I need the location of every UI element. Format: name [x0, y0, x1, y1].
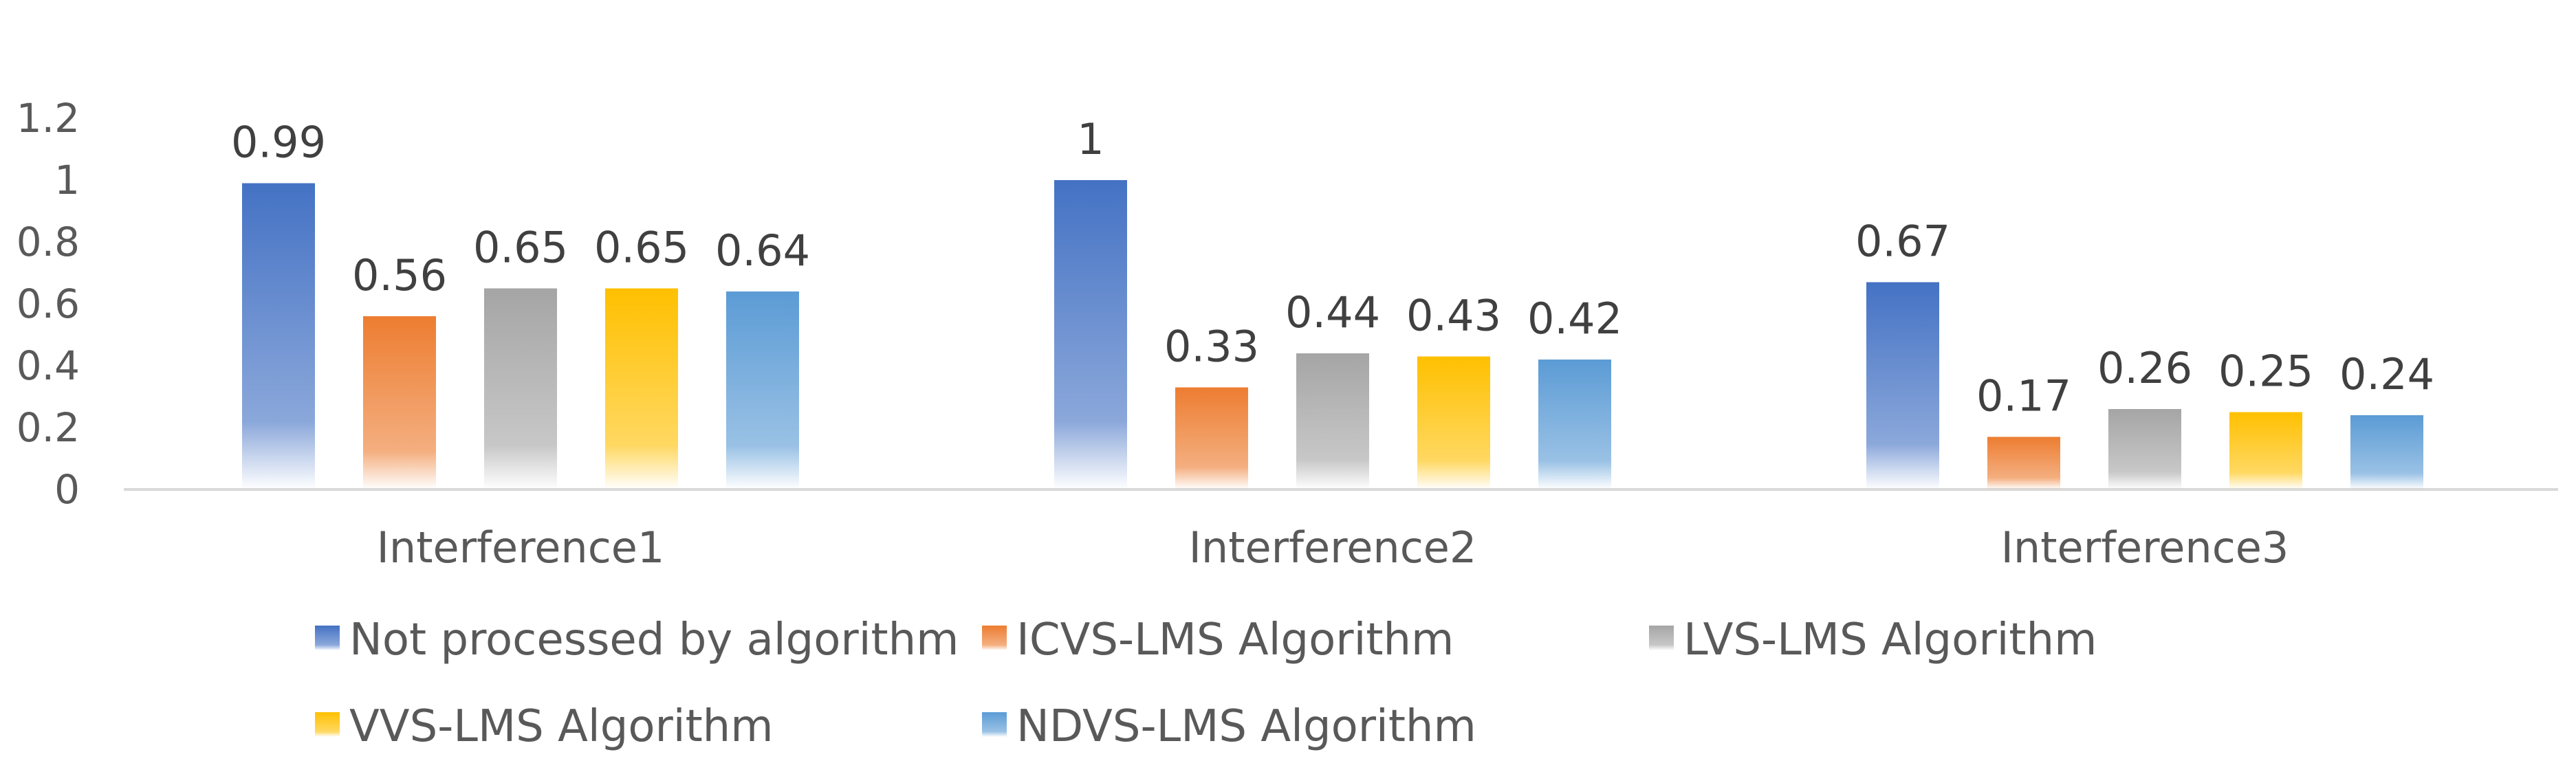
legend-label: VVS-LMS Algorithm — [349, 701, 774, 752]
category-label: Interference3 — [2001, 522, 2289, 573]
legend-swatch — [315, 626, 340, 650]
legend-item: LVS-LMS Algorithm — [1649, 615, 2097, 665]
bar-3-2 — [1296, 353, 1369, 489]
data-label: 0.65 — [473, 223, 568, 273]
y-tick-label: 0 — [54, 466, 80, 513]
data-label: 0.33 — [1164, 322, 1259, 372]
data-label: 0.65 — [594, 223, 689, 273]
legend-swatch — [982, 626, 1007, 650]
bar-5-1 — [726, 291, 799, 489]
y-tick-label: 1.2 — [17, 95, 80, 142]
data-label: 0.26 — [2097, 343, 2192, 393]
data-label: 0.56 — [352, 250, 447, 300]
legend-swatch — [982, 712, 1007, 737]
y-tick-label: 0.6 — [17, 280, 80, 327]
data-label: 0.42 — [1527, 294, 1622, 344]
bars-group — [242, 180, 2423, 489]
legend-item: NDVS-LMS Algorithm — [982, 701, 1476, 752]
bar-5-2 — [1538, 360, 1611, 489]
bar-3-1 — [484, 288, 557, 489]
bar-1-2 — [1054, 180, 1127, 489]
bar-4-3 — [2229, 412, 2302, 489]
data-label: 0.25 — [2218, 346, 2313, 397]
legend-item: VVS-LMS Algorithm — [315, 701, 774, 752]
category-labels: Interference1 Interference2 Interference3 — [377, 522, 2289, 573]
bar-3-3 — [2108, 409, 2181, 489]
legend-item: ICVS-LMS Algorithm — [982, 615, 1454, 665]
legend: Not processed by algorithm ICVS-LMS Algor… — [315, 615, 2097, 752]
bar-1-3 — [1866, 282, 1939, 489]
y-tick-label: 1 — [54, 157, 80, 203]
data-label: 0.64 — [715, 225, 810, 276]
data-label: 0.44 — [1285, 287, 1380, 338]
legend-label: ICVS-LMS Algorithm — [1016, 615, 1454, 665]
bar-4-1 — [605, 288, 678, 489]
bar-2-1 — [363, 316, 436, 489]
bar-5-3 — [2350, 415, 2423, 489]
bar-2-2 — [1175, 387, 1248, 489]
y-tick-label: 0.2 — [17, 404, 80, 451]
legend-label: Not processed by algorithm — [349, 615, 959, 665]
y-axis-tick-labels: 0 0.2 0.4 0.6 0.8 1 1.2 — [17, 95, 80, 513]
legend-swatch — [315, 712, 340, 737]
data-label: 0.24 — [2339, 349, 2434, 399]
data-label: 1 — [1077, 114, 1104, 164]
data-label: 0.17 — [1976, 371, 2071, 421]
legend-item: Not processed by algorithm — [315, 615, 959, 665]
legend-swatch — [1649, 626, 1674, 650]
bar-4-2 — [1417, 356, 1490, 489]
legend-label: LVS-LMS Algorithm — [1683, 615, 2097, 665]
data-label: 0.99 — [231, 118, 326, 168]
category-label: Interference2 — [1189, 522, 1477, 573]
y-tick-label: 0.4 — [17, 342, 80, 389]
data-label: 0.67 — [1855, 217, 1950, 267]
data-labels-group: 0.99 0.56 0.65 0.65 0.64 1 0.33 0.44 0.43 0.42 0.6… — [231, 114, 2434, 421]
category-label: Interference1 — [377, 522, 665, 573]
y-tick-label: 0.8 — [17, 219, 80, 265]
bar-1-1 — [242, 183, 315, 489]
legend-label: NDVS-LMS Algorithm — [1016, 701, 1476, 752]
bar-2-3 — [1987, 437, 2060, 489]
data-label: 0.43 — [1406, 291, 1501, 341]
